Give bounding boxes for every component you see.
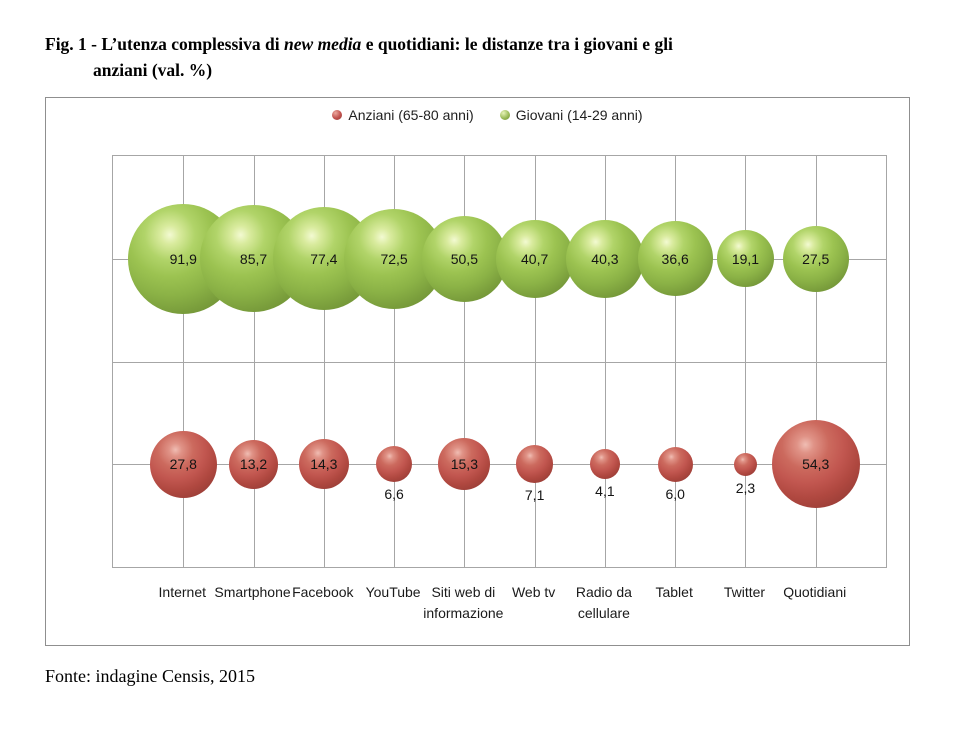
legend-marker-giovani-icon xyxy=(499,110,510,120)
bubble-value-label-giovani-8: 19,1 xyxy=(731,250,760,267)
bubble-value-label-anziani-3: 6,6 xyxy=(384,486,404,503)
bubble-value-label-giovani-7: 36,6 xyxy=(661,250,689,267)
bubble-giovani-9 xyxy=(782,225,849,292)
bubble-value-label-giovani-1: 85,7 xyxy=(239,250,268,267)
bubble-anziani-3 xyxy=(375,446,413,483)
gridline-horizontal xyxy=(113,361,886,363)
bubble-value-label-anziani-7: 6,0 xyxy=(665,485,685,502)
bubble-value-label-anziani-6: 4,1 xyxy=(595,483,615,500)
category-label-0: Internet xyxy=(158,584,206,600)
figure-title-line1: Fig. 1 - L’utenza complessiva di new med… xyxy=(45,31,885,57)
bubble-value-label-anziani-5: 7,1 xyxy=(524,487,545,504)
bubble-value-label-anziani-8: 2,3 xyxy=(735,479,756,496)
figure-title-italic-text: new media xyxy=(284,34,362,54)
legend-label-anziani: Anziani (65-80 anni) xyxy=(348,107,474,123)
bubble-value-label-giovani-5: 40,7 xyxy=(521,250,549,267)
gridline-horizontal xyxy=(113,464,886,466)
category-label-1: Smartphone xyxy=(214,584,291,600)
bubble-value-label-giovani-6: 40,3 xyxy=(591,250,619,267)
bubble-value-label-giovani-9: 27,5 xyxy=(802,250,830,267)
figure-title-text-tail: e quotidiani: le distanze tra i giovani … xyxy=(361,34,673,54)
chart-frame: Anziani (65-80 anni) Giovani (14-29 anni… xyxy=(45,97,910,646)
bubble-anziani-8 xyxy=(733,452,758,476)
bubble-anziani-2 xyxy=(298,439,350,490)
legend-label-giovani: Giovani (14-29 anni) xyxy=(515,107,643,123)
bubble-giovani-6 xyxy=(565,219,644,298)
chart-legend: Anziani (65-80 anni) Giovani (14-29 anni… xyxy=(66,107,909,123)
category-label-9: Quotidiani xyxy=(783,584,847,600)
bubble-value-label-giovani-0: 91,9 xyxy=(169,250,197,267)
bubble-value-label-anziani-2: 14,3 xyxy=(310,456,338,473)
category-label-8: Twitter xyxy=(723,584,766,600)
bubble-anziani-7 xyxy=(657,446,693,482)
figure-title: Fig. 1 - L’utenza complessiva di new med… xyxy=(45,31,885,83)
category-label-2: Facebook xyxy=(292,584,354,600)
bubble-anziani-9 xyxy=(771,420,860,509)
source-note: Fonte: indagine Censis, 2015 xyxy=(45,666,255,686)
bubble-value-label-anziani-4: 15,3 xyxy=(450,456,478,473)
bubble-value-label-giovani-2: 77,4 xyxy=(310,250,338,267)
figure-title-text: Fig. 1 - L’utenza complessiva di xyxy=(45,34,285,54)
category-label-5: Web tv xyxy=(511,584,556,600)
bubble-value-label-giovani-3: 72,5 xyxy=(380,250,408,267)
bubble-giovani-7 xyxy=(637,221,713,297)
category-label-7: Tablet xyxy=(655,584,693,600)
bubble-anziani-1 xyxy=(229,439,278,489)
bubble-anziani-6 xyxy=(589,449,620,480)
bubble-value-label-anziani-1: 13,2 xyxy=(239,456,268,473)
legend-marker-anziani-icon xyxy=(332,110,343,120)
bubble-anziani-4 xyxy=(438,438,491,491)
bubble-anziani-0 xyxy=(149,430,217,498)
bubble-giovani-5 xyxy=(495,219,574,298)
bubble-value-label-anziani-9: 54,3 xyxy=(802,456,830,473)
legend-item-giovani: Giovani (14-29 anni) xyxy=(499,107,643,123)
category-label-6: Radio da cellulare xyxy=(575,584,632,621)
bubble-value-label-anziani-0: 27,8 xyxy=(169,456,197,473)
bubble-giovani-4 xyxy=(421,215,508,302)
category-label-3: YouTube xyxy=(365,584,421,600)
bubble-anziani-5 xyxy=(515,445,554,484)
figure-title-line2: anziani (val. %) xyxy=(93,60,213,80)
legend-item-anziani: Anziani (65-80 anni) xyxy=(332,107,474,123)
bubble-giovani-8 xyxy=(716,230,774,288)
category-label-4: Siti web di informazione xyxy=(423,584,504,621)
bubble-value-label-giovani-4: 50,5 xyxy=(450,250,478,267)
plot-area: 27,8 13,2 14,3 6,6 15,3 7,1 4,1 6,0 2,3 54,3 91,9 8… xyxy=(112,155,887,568)
